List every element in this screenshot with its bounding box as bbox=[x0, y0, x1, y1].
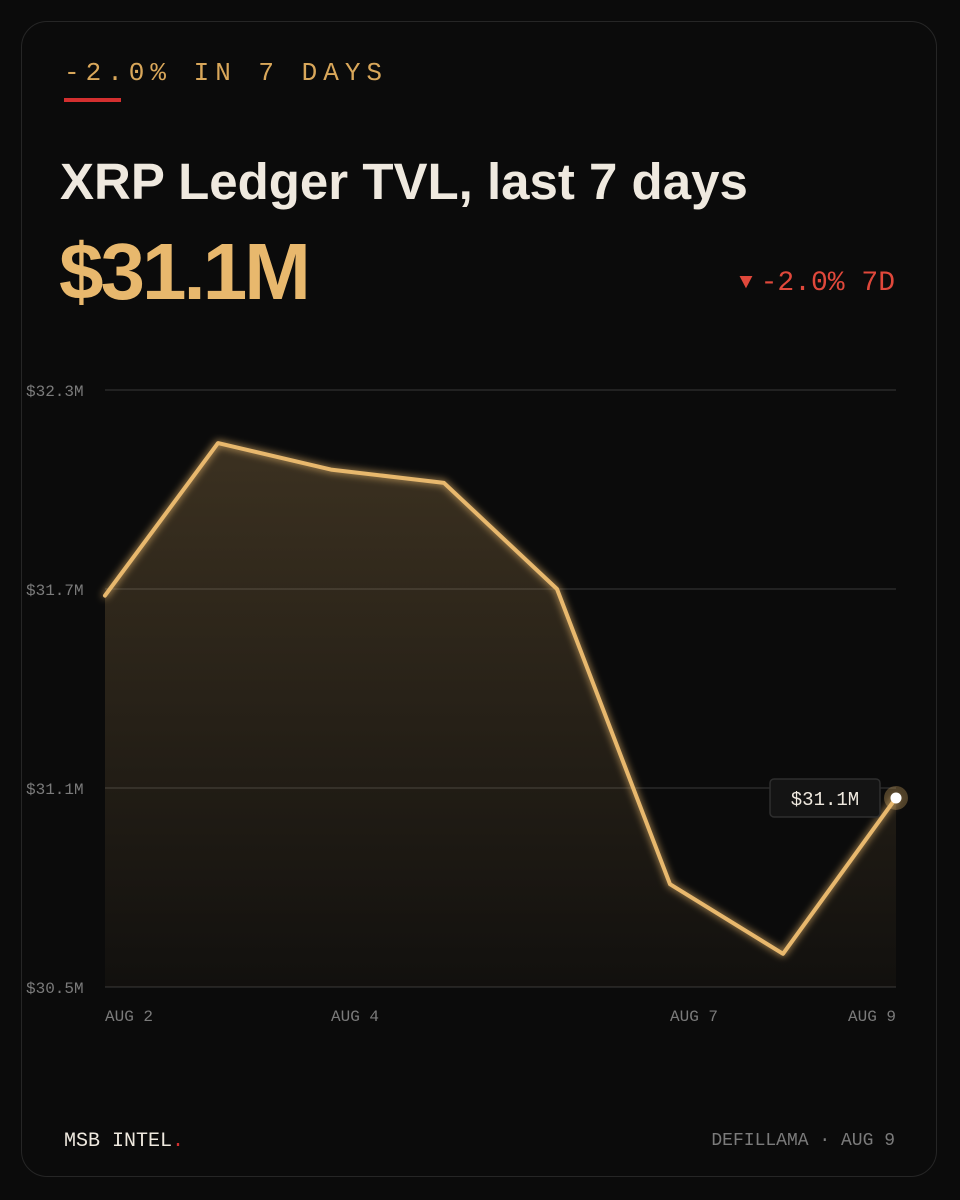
x-axis-ticks: AUG 2 AUG 4 AUG 7 AUG 9 bbox=[105, 1008, 896, 1026]
y-axis-ticks: $32.3M $31.7M $31.1M $30.5M bbox=[26, 383, 84, 998]
eyebrow-label: -2.0% IN 7 DAYS bbox=[64, 58, 389, 88]
series-line bbox=[103, 441, 898, 956]
change-text: -2.0% 7D bbox=[760, 268, 895, 299]
tooltip-label: $31.1M bbox=[791, 789, 859, 811]
tooltip-box bbox=[769, 778, 881, 818]
brand-logo: MSB INTEL. bbox=[64, 1130, 184, 1153]
y-tick-label: $31.1M bbox=[26, 781, 84, 799]
x-tick-label: AUG 2 bbox=[105, 1008, 153, 1026]
down-triangle-icon: ▼ bbox=[739, 270, 753, 295]
data-source: DEFILLAMA · AUG 9 bbox=[711, 1131, 895, 1151]
current-value: $31.1M bbox=[59, 227, 311, 316]
last-point-marker bbox=[890, 792, 902, 804]
value-tooltip: $31.1M bbox=[769, 778, 881, 818]
brand-name: MSB INTEL bbox=[64, 1130, 173, 1153]
y-tick-label: $30.5M bbox=[26, 980, 84, 998]
x-tick-label: AUG 9 bbox=[848, 1008, 896, 1026]
data-points bbox=[884, 785, 908, 810]
change-indicator: ▼ -2.0% 7D bbox=[739, 268, 895, 299]
x-tick-label: AUG 7 bbox=[670, 1008, 718, 1026]
y-tick-label: $31.7M bbox=[26, 582, 84, 600]
series-area bbox=[105, 443, 896, 988]
brand-dot: . bbox=[172, 1130, 185, 1153]
eyebrow-underline bbox=[64, 98, 121, 102]
chart-title: XRP Ledger TVL, last 7 days bbox=[60, 153, 748, 210]
y-tick-label: $32.3M bbox=[26, 383, 84, 401]
x-tick-label: AUG 4 bbox=[331, 1008, 379, 1026]
